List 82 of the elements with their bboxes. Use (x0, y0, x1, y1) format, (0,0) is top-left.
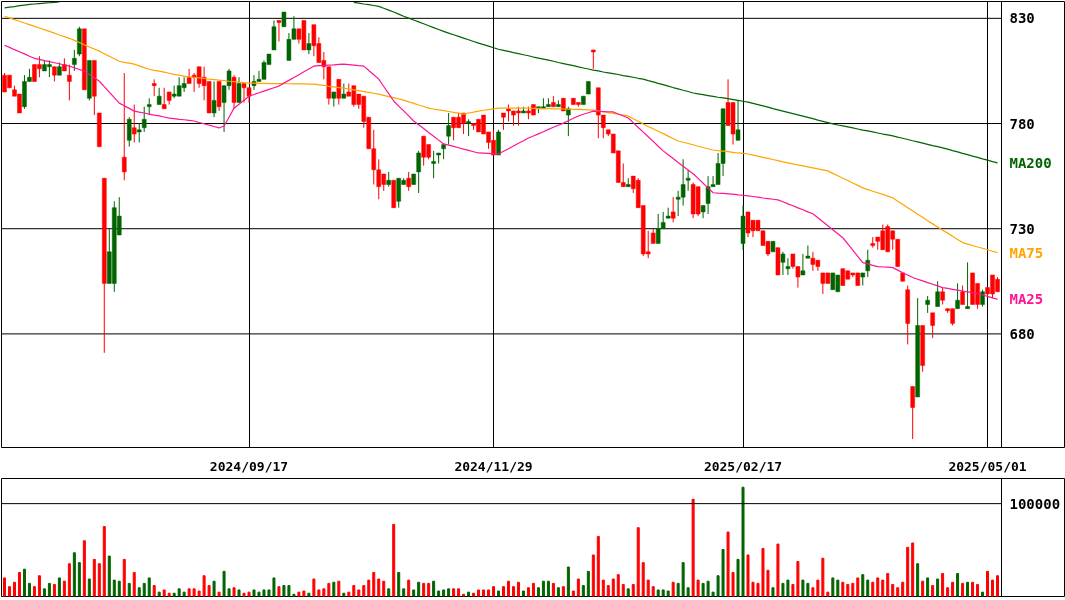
bar (931, 585, 935, 597)
candlestick (161, 87, 167, 110)
bar (946, 587, 950, 597)
bar (966, 581, 970, 597)
candlestick (446, 112, 451, 146)
candlestick (276, 19, 282, 42)
candlestick (416, 150, 421, 194)
y-tick-label: 780 (1009, 115, 1035, 132)
bar (851, 582, 855, 597)
candlestick (935, 280, 940, 308)
bar (771, 587, 775, 597)
candlestick (670, 196, 676, 223)
bar (896, 587, 900, 597)
bar (831, 577, 835, 597)
bar (886, 573, 890, 597)
candlestick (271, 19, 277, 51)
candlestick (955, 282, 960, 310)
y-tick-label: 680 (1009, 325, 1035, 342)
candlestick (136, 123, 142, 143)
candlestick (72, 49, 77, 72)
bar (976, 583, 980, 597)
candlestick (67, 64, 72, 101)
bar (926, 577, 930, 597)
bar (841, 581, 845, 597)
candlestick (965, 261, 970, 310)
candlestick (591, 49, 596, 70)
candlestick (820, 272, 826, 295)
candlestick (431, 150, 436, 179)
candlestick (286, 32, 292, 61)
bar (916, 563, 920, 597)
bar (871, 581, 875, 597)
bar (996, 575, 1000, 597)
candlestick (236, 76, 242, 103)
bar (876, 577, 880, 597)
bar (951, 581, 955, 597)
candlestick (910, 385, 915, 440)
bar (856, 577, 860, 597)
bar (921, 580, 925, 597)
candlestick (865, 249, 871, 278)
bar (906, 546, 910, 597)
bar (986, 570, 990, 597)
bar (991, 579, 995, 597)
bar (971, 581, 975, 597)
y-tick-label: 730 (1009, 220, 1035, 237)
x-tick-label: 2025/05/01 (948, 458, 1027, 474)
series-label: MA75 (1009, 244, 1044, 261)
candlestick (735, 99, 741, 141)
candlestick (127, 116, 132, 148)
candlestick (141, 106, 147, 133)
bar (861, 574, 865, 597)
x-tick-label: 2025/02/17 (703, 458, 783, 474)
bar (776, 543, 780, 597)
bar (936, 578, 940, 597)
series-label: MA25 (1009, 291, 1044, 308)
bar (846, 583, 850, 597)
candlestick (336, 78, 342, 106)
text: 100000 (1009, 495, 1061, 512)
bar (836, 579, 840, 597)
candlestick (930, 312, 935, 339)
bar (911, 542, 915, 597)
y-tick-label: 830 (1009, 10, 1035, 27)
candlestick (306, 32, 312, 55)
x-tick-label: 2024/11/29 (454, 458, 533, 474)
candlestick (566, 106, 571, 137)
bar (866, 579, 870, 597)
bar (941, 573, 945, 597)
candlestick (406, 171, 411, 192)
bar (891, 583, 895, 597)
candlestick (745, 211, 751, 238)
bar (901, 581, 905, 597)
candlestick (211, 80, 217, 118)
candlestick (122, 72, 127, 181)
bar (881, 579, 885, 597)
candlestick (960, 285, 965, 305)
bar (961, 582, 965, 597)
candlestick (131, 104, 137, 143)
line-series (3, 15, 999, 254)
candlestick (496, 129, 501, 156)
x-tick-label: 2024/09/17 (209, 458, 289, 474)
series-label: MA200 (1009, 154, 1052, 171)
bar (981, 591, 985, 597)
bar (956, 573, 960, 597)
